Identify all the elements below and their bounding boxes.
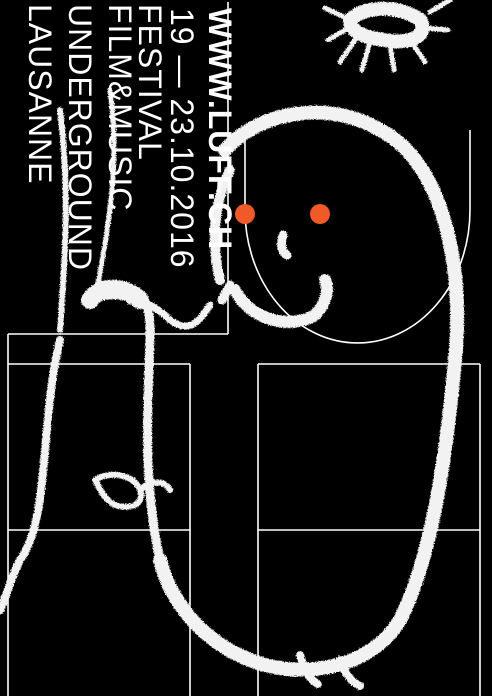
right-eye <box>310 204 330 224</box>
title-line-festival: FESTIVAL <box>132 4 168 161</box>
title-line-lausanne: LAUSANNE <box>22 4 58 185</box>
festival-url: WWW.LUFF.CH <box>202 8 238 251</box>
left-eye <box>235 204 255 224</box>
festival-dates: 19 — 23.10.2016 <box>164 8 200 269</box>
title-line-underground: UNDERGROUND <box>62 4 98 271</box>
chalk-drawing <box>0 0 465 690</box>
